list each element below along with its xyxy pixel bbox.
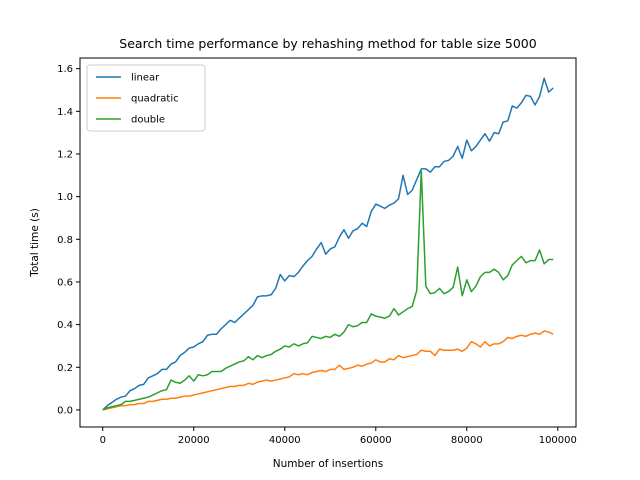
x-tick-label: 100000	[539, 435, 577, 446]
y-tick-label: 0.2	[57, 363, 73, 374]
y-tick-label: 0.0	[57, 405, 73, 416]
y-tick-label: 1.6	[57, 64, 73, 75]
x-axis-label: Number of insertions	[273, 458, 383, 470]
x-tick-label: 80000	[451, 435, 483, 446]
y-tick-label: 1.0	[57, 192, 73, 203]
legend-box	[86, 64, 206, 132]
chart-title: Search time performance by rehashing met…	[119, 36, 536, 51]
legend: linear quadratic double	[86, 64, 206, 132]
series-line-double	[102, 170, 554, 411]
y-tick-label: 0.4	[57, 320, 73, 331]
y-tick-label: 0.6	[57, 277, 73, 288]
x-tick-label: 60000	[360, 435, 392, 446]
series-line-linear	[102, 77, 554, 411]
x-tick-label: 0	[100, 435, 106, 446]
legend-label-linear: linear	[131, 73, 160, 84]
y-tick-label: 1.2	[57, 149, 73, 160]
series-line-quadratic	[102, 330, 554, 411]
y-tick-label: 1.4	[57, 107, 73, 118]
x-tick-label: 40000	[269, 435, 301, 446]
legend-label-quadratic: quadratic	[131, 94, 179, 105]
x-tick-label: 20000	[178, 435, 210, 446]
y-tick-label: 0.8	[57, 235, 73, 246]
y-axis-label: Total time (s)	[29, 208, 41, 278]
plot-frame	[79, 57, 577, 428]
series-layer	[102, 77, 554, 411]
ticks-layer: 0 20000 40000 60000 80000 100000 0.0 0.2 0.4 0.6 0…	[57, 64, 577, 446]
legend-label-double: double	[131, 115, 165, 126]
